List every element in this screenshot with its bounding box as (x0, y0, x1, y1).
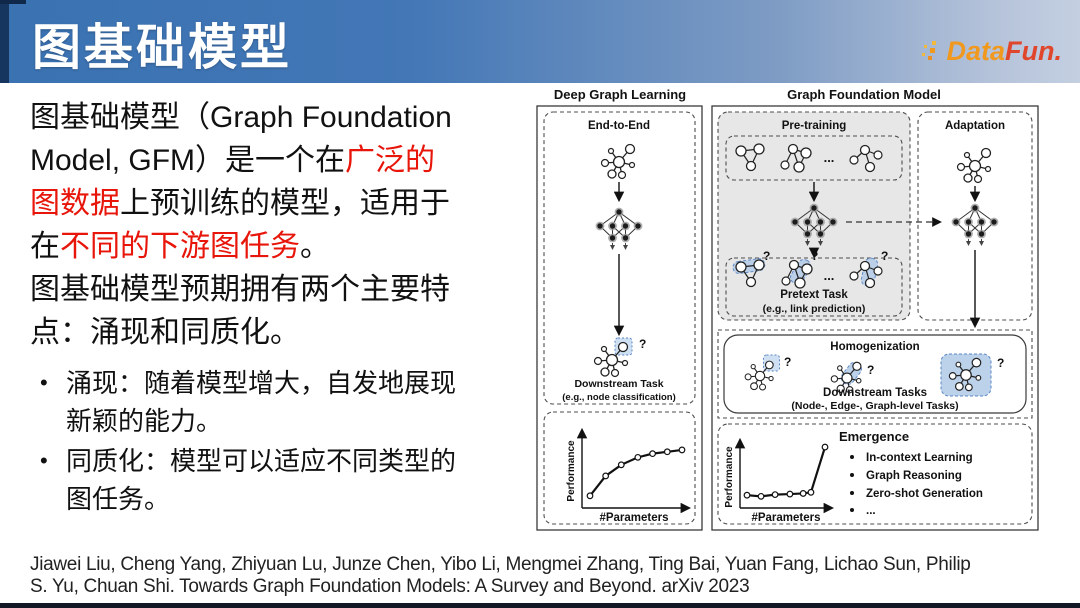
intro-seg-5: 。 (300, 230, 330, 263)
emergence-plot: Performance #Parameters (724, 437, 835, 524)
pretext-task-box (725, 257, 903, 317)
deep-graph-learning-box (536, 105, 703, 531)
intro-seg-1: 图基础模型（Graph Foundation Model, GFM）是一个在 (30, 101, 452, 177)
ellipsis: ... (824, 268, 835, 283)
y-axis-label: Performance (724, 446, 735, 508)
gfm-figure: Deep Graph Learning Graph Foundation Mod… (534, 84, 1046, 536)
question-mark: ? (997, 356, 1004, 370)
question-mark: ? (881, 249, 888, 263)
downstream-tasks-label: Downstream Tasks (823, 387, 927, 399)
pretraining-label: Pre-training (782, 120, 847, 132)
homogenization-outer-box (717, 329, 1033, 419)
logo-text-fun: Fun. (1005, 36, 1062, 66)
logo-pixels-icon (922, 40, 937, 60)
gnn-model-icon (596, 208, 643, 249)
question-mark: ? (784, 355, 791, 369)
bottom-bar (0, 603, 1080, 608)
intro-seg-4-highlight: 不同的下游图任务 (60, 230, 300, 263)
pretext-graph-icon: ? (849, 249, 888, 289)
question-mark: ? (867, 363, 874, 377)
question-mark: ? (639, 337, 646, 351)
pretext-task-label: Pretext Task (780, 289, 848, 301)
input-graph-icon (600, 143, 636, 180)
downstream-tasks-sublabel: (Node-, Edge-, Graph-level Tasks) (791, 400, 958, 412)
intro-seg-2-highlight: 广泛的 图数据 (30, 144, 436, 220)
list-item-homogenization: • 同质化：模型可以适应不同类型的 图任务。 (30, 442, 524, 518)
scaling-plot: Performance #Parameters (566, 427, 692, 524)
datafun-logo: Data Fun. (920, 36, 1062, 67)
pretext-graph-icon: ? (781, 249, 818, 289)
emergence-item: Graph Reasoning (866, 470, 962, 482)
x-axis-label: #Parameters (751, 512, 820, 524)
intro-paragraph: 图基础模型（Graph Foundation Model, GFM）是一个在广泛… (30, 96, 524, 268)
gnn-model-icon (952, 204, 999, 245)
header-topline (0, 0, 26, 4)
features-paragraph: 图基础模型预期拥有两个主要特 点：涌现和同质化。 (30, 273, 450, 349)
figure-right-header: Graph Foundation Model (787, 87, 941, 102)
question-mark: ? (763, 249, 770, 263)
pretext-task-sublabel: (e.g., link prediction) (763, 303, 866, 315)
scaling-curve (586, 446, 686, 500)
emergence-item: In-context Learning (866, 452, 973, 464)
list-item-emergence: • 涌现：随着模型增大，自发地展现 新颖的能力。 (30, 364, 524, 440)
list-item-text: 涌现：随着模型增大，自发地展现 新颖的能力。 (66, 368, 457, 436)
y-axis-label: Performance (566, 440, 577, 502)
emergence-box (717, 423, 1033, 525)
edge-task-graph-icon: ? (830, 361, 874, 394)
bullet-icon: • (40, 370, 48, 395)
end-to-end-label: End-to-End (588, 120, 650, 132)
adaptation-label: Adaptation (945, 120, 1005, 132)
bullet-icon: • (40, 448, 48, 473)
header-accent-strip (0, 0, 9, 83)
emergence-item: ... (866, 505, 876, 517)
homogenization-label: Homogenization (830, 341, 919, 353)
intro-seg-3: 上预训练的模型，适用于 在 (30, 187, 450, 263)
page-title: 图基础模型 (32, 21, 293, 75)
logo-text-data: Data (946, 36, 1006, 66)
list-item-text: 同质化：模型可以适应不同类型的 图任务。 (66, 446, 457, 514)
ellipsis: ... (824, 150, 835, 165)
emergence-item: Zero-shot Generation (866, 488, 983, 500)
graph-foundation-model-box (711, 105, 1039, 531)
homogenization-box (723, 334, 1027, 414)
scaling-plot-box (543, 411, 696, 525)
citation: Jiawei Liu, Cheng Yang, Zhiyuan Lu, Junz… (30, 554, 971, 597)
emergence-label: Emergence (839, 429, 909, 444)
gfm-figure-svg: Deep Graph Learning Graph Foundation Mod… (536, 87, 1039, 531)
question-mark: ? (811, 249, 818, 263)
pretrain-data-box (725, 135, 903, 181)
emergence-curve (743, 443, 829, 500)
node-task-graph-icon: ? (744, 354, 791, 391)
downstream-task-sublabel: (e.g., node classification) (562, 392, 676, 403)
downstream-task-label: Downstream Task (574, 378, 663, 390)
x-axis-label: #Parameters (599, 512, 668, 524)
intro-text-block: 图基础模型（Graph Foundation Model, GFM）是一个在广泛… (30, 96, 524, 520)
emergence-bullet-list: In-context Learning Graph Reasoning Zero… (850, 452, 983, 517)
pretext-graph-icon: ? (732, 249, 770, 288)
figure-left-header: Deep Graph Learning (554, 87, 686, 102)
graph-task-graph-icon: ? (940, 353, 1004, 397)
feature-list: • 涌现：随着模型增大，自发地展现 新颖的能力。 • 同质化：模型可以适应不同类… (30, 364, 524, 518)
slide-header: 图基础模型 Data Fun. (0, 0, 1080, 83)
end-to-end-box (543, 111, 696, 405)
input-graph-icon (956, 147, 992, 184)
node-classification-graph-icon: ? (593, 337, 646, 378)
